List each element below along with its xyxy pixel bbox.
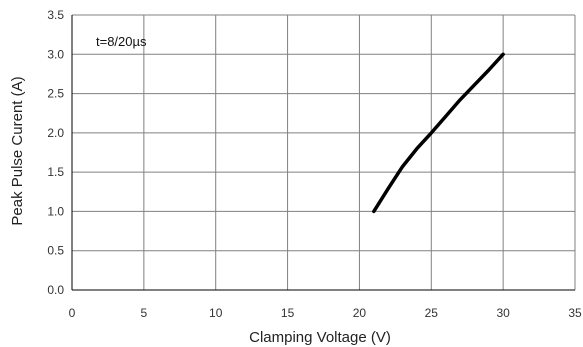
x-tick-label: 35 <box>568 306 582 320</box>
series-line <box>372 52 505 214</box>
x-tick-label: 30 <box>496 306 510 320</box>
y-tick-label: 0.0 <box>47 283 64 297</box>
x-tick-label: 0 <box>69 306 76 320</box>
annotation: t=8/20µs <box>96 34 147 49</box>
y-axis-title: Peak Pulse Curent (A) <box>9 76 26 225</box>
x-tick-label: 5 <box>141 306 148 320</box>
x-tick-label: 25 <box>425 306 439 320</box>
x-tick-label: 10 <box>209 306 223 320</box>
x-tick-label: 15 <box>281 306 295 320</box>
y-tick-label: 3.0 <box>47 47 64 61</box>
y-tick-label: 3.5 <box>47 8 64 22</box>
x-tick-label: 20 <box>353 306 367 320</box>
y-tick-label: 1.5 <box>47 165 64 179</box>
y-tick-label: 1.0 <box>47 204 64 218</box>
y-tick-label: 0.5 <box>47 244 64 258</box>
tick-labels: 0.0 0.5 1.0 1.5 2.0 2.5 3.0 3.5 0 5 10 15 20 25 30 35 <box>47 8 582 320</box>
x-axis-title: Clamping Voltage (V) <box>249 329 391 346</box>
grid <box>72 14 576 290</box>
y-tick-label: 2.5 <box>47 87 64 101</box>
series <box>372 52 505 214</box>
y-tick-label: 2.0 <box>47 126 64 140</box>
axes <box>71 15 575 291</box>
